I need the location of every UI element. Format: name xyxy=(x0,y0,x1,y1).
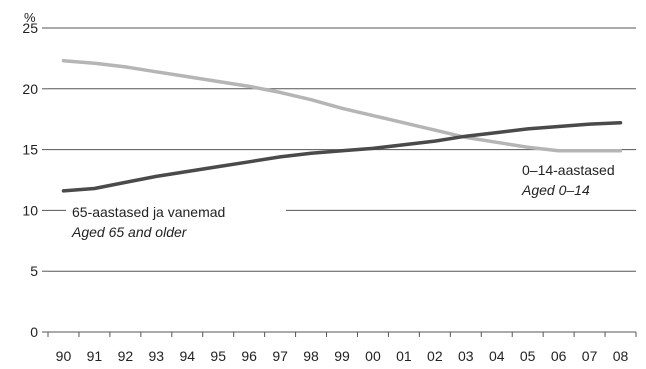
x-tick-label: 01 xyxy=(396,348,412,364)
y-tick-label: 0 xyxy=(30,324,38,340)
x-tick-label: 98 xyxy=(303,348,319,364)
legend-bg-aged-0-14 xyxy=(514,156,624,204)
legend-label-aged-65-older: 65-aastased ja vanemad xyxy=(72,204,225,220)
y-axis-ticks: 0 5 10 15 20 25 xyxy=(22,20,48,340)
x-tick-label: 02 xyxy=(427,348,443,364)
x-tick-label: 93 xyxy=(149,348,165,364)
legend-label-aged-65-older-en: Aged 65 and older xyxy=(71,224,188,240)
x-tick-label: 07 xyxy=(582,348,598,364)
x-tick-label: 91 xyxy=(87,348,103,364)
x-axis: 90 91 92 93 94 95 96 97 98 99 00 01 02 03 04 05 06 07 08 xyxy=(47,332,637,364)
y-tick-label: 25 xyxy=(22,20,38,36)
x-tick-label: 04 xyxy=(489,348,505,364)
y-tick-label: 5 xyxy=(30,263,38,279)
x-tick-label: 00 xyxy=(365,348,381,364)
legend-label-aged-0-14-en: Aged 0–14 xyxy=(521,182,590,198)
x-tick-label: 92 xyxy=(118,348,134,364)
legend-bg-aged-65-older xyxy=(66,200,286,246)
legend-aged-0-14: 0–14-aastased Aged 0–14 xyxy=(514,156,624,204)
y-unit-label: % xyxy=(24,10,36,25)
x-tick-label: 05 xyxy=(520,348,536,364)
x-tick-label: 90 xyxy=(56,348,72,364)
x-tick-label: 06 xyxy=(551,348,567,364)
x-tick-label: 03 xyxy=(458,348,474,364)
legend-label-aged-0-14: 0–14-aastased xyxy=(522,162,615,178)
x-tick-label: 96 xyxy=(241,348,257,364)
y-tick-label: 10 xyxy=(22,202,38,218)
series-line-aged-0-14 xyxy=(61,59,623,153)
x-tick-label: 95 xyxy=(210,348,226,364)
y-tick-label: 20 xyxy=(22,81,38,97)
x-tick-label: 94 xyxy=(179,348,195,364)
x-tick-label: 99 xyxy=(334,348,350,364)
legend-aged-65-older: 65-aastased ja vanemad Aged 65 and older xyxy=(66,200,286,246)
y-tick-label: 15 xyxy=(22,142,38,158)
x-tick-label: 08 xyxy=(613,348,629,364)
series-lines xyxy=(61,59,623,193)
series-line-aged-65-older xyxy=(61,121,623,193)
x-tick-label: 97 xyxy=(272,348,288,364)
